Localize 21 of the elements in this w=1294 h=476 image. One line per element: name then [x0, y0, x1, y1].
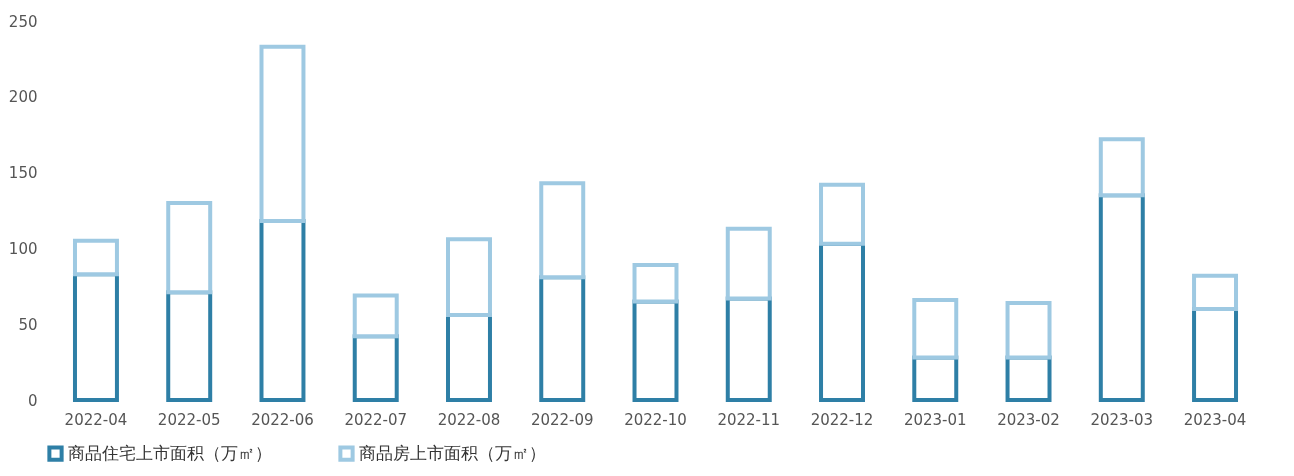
x-tick-label: 2023-04 — [1183, 410, 1247, 429]
legend-label: 商品房上市面积（万㎡） — [359, 442, 546, 463]
y-tick-label: 50 — [18, 315, 38, 334]
x-tick-label: 2023-01 — [903, 410, 967, 429]
x-tick-label: 2022-09 — [530, 410, 594, 429]
x-tick-label: 2023-03 — [1090, 410, 1154, 429]
y-tick-label: 150 — [8, 164, 38, 183]
y-tick-label: 0 — [27, 391, 38, 410]
x-tick-label: 2022-12 — [810, 410, 874, 429]
x-tick-label: 2022-10 — [624, 410, 687, 429]
x-tick-label: 2023-02 — [997, 410, 1060, 429]
x-tick-label: 2022-06 — [251, 410, 314, 429]
x-tick-label: 2022-04 — [64, 410, 128, 429]
x-tick-label: 2022-08 — [437, 410, 501, 429]
x-tick-label: 2022-11 — [717, 410, 781, 429]
x-tick-label: 2022-05 — [157, 410, 221, 429]
y-tick-label: 200 — [8, 88, 38, 107]
x-tick-label: 2022-07 — [344, 410, 408, 429]
legend-label: 商品住宅上市面积（万㎡） — [68, 442, 272, 463]
y-tick-label: 250 — [8, 12, 38, 31]
y-tick-label: 100 — [8, 239, 38, 258]
